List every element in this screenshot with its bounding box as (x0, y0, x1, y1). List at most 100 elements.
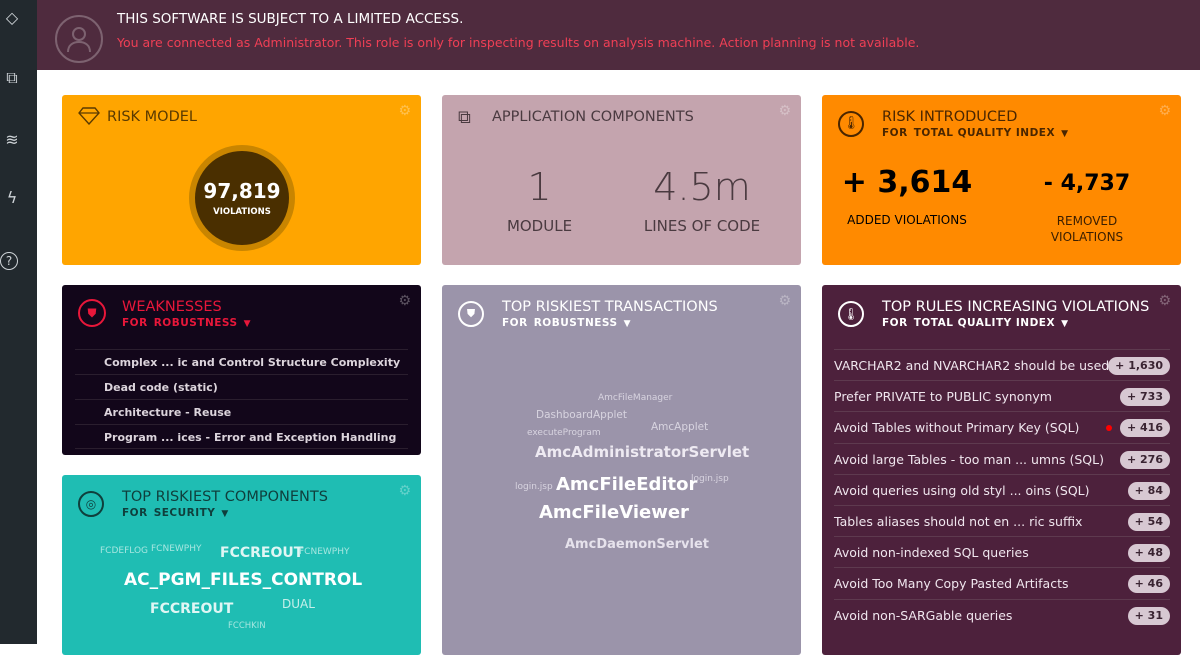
rule-count-badge: + 31 (1127, 606, 1170, 625)
cloud-word[interactable]: FCCHKIN (228, 621, 266, 631)
cloud-word[interactable]: login.jsp (515, 482, 553, 492)
card-title: TOP RISKIEST TRANSACTIONS (502, 299, 718, 315)
removed-count: - 4,737 (1043, 171, 1131, 196)
banner-message: You are connected as Administrator. This… (117, 35, 920, 50)
rule-name: Avoid large Tables - too man ... umns (S… (834, 451, 1104, 467)
gear-icon[interactable]: ⚙ (398, 483, 411, 499)
rule-name: Avoid queries using old styl ... oins (S… (834, 482, 1090, 498)
cloud-word[interactable]: AmcFileManager (598, 393, 673, 403)
top-rules-card: 🌡 TOP RULES INCREASING VIOLATIONS FOR TOT… (822, 285, 1181, 655)
riskiest-components-card: ◎ TOP RISKIEST COMPONENTS FOR SECURITY ▼ ⚙… (62, 475, 421, 655)
caret-down-icon: ▼ (221, 509, 229, 519)
rule-name: Prefer PRIVATE to PUBLIC synonym (834, 389, 1052, 405)
gear-icon[interactable]: ⚙ (1158, 293, 1171, 309)
cloud-word[interactable]: AmcDaemonServlet (565, 537, 709, 552)
health-factor-selector[interactable]: FOR ROBUSTNESS ▼ (122, 317, 251, 329)
cloud-word[interactable]: FCDEFLOG (100, 546, 149, 556)
access-banner: THIS SOFTWARE IS SUBJECT TO A LIMITED AC… (37, 0, 1200, 70)
card-title: TOP RISKIEST COMPONENTS (122, 489, 328, 505)
gear-icon[interactable]: ⚙ (398, 103, 411, 119)
diamond-icon[interactable]: ◇ (5, 8, 19, 27)
weakness-item[interactable]: Program ... ices - Error and Exception H… (75, 424, 408, 449)
sidebar: ◇ ⧉ ≋ ϟ ? (0, 0, 37, 644)
gear-icon[interactable]: ⚙ (398, 293, 411, 309)
cloud-word[interactable]: AmcApplet (651, 421, 709, 433)
card-title: RISK INTRODUCED (882, 109, 1018, 125)
added-count: + 3,614 (841, 165, 973, 200)
rule-row[interactable]: Avoid Too Many Copy Pasted Artifacts + 46 (834, 567, 1170, 598)
for-label: FOR (122, 317, 148, 329)
violations-label: VIOLATIONS (213, 207, 271, 217)
cloud-word[interactable]: AmcAdministratorServlet (535, 443, 750, 461)
layers-icon: ⧉ (458, 107, 471, 128)
for-label: FOR (502, 317, 528, 329)
weakness-item[interactable]: Dead code (static) (75, 374, 408, 399)
gear-icon[interactable]: ⚙ (778, 293, 791, 309)
rule-count-badge: + 48 (1127, 544, 1170, 563)
loc-label: LINES OF CODE (643, 217, 761, 235)
added-label: ADDED VIOLATIONS (847, 213, 967, 227)
rule-count-badge: + 733 (1119, 388, 1170, 407)
card-title: WEAKNESSES (122, 299, 222, 315)
cloud-word[interactable]: executeProgram (527, 428, 601, 438)
caret-down-icon: ▼ (1061, 319, 1069, 329)
selector-value: TOTAL QUALITY INDEX (913, 127, 1056, 139)
for-label: FOR (122, 507, 148, 519)
quality-selector[interactable]: FOR TOTAL QUALITY INDEX ▼ (882, 317, 1068, 329)
rule-row[interactable]: VARCHAR2 and NVARCHAR2 should be used + 1… (834, 349, 1170, 380)
caret-down-icon: ▼ (243, 319, 251, 329)
cart-bolt-icon[interactable]: ϟ (6, 188, 18, 207)
cloud-word[interactable]: AmcFileViewer (539, 502, 689, 523)
layers-down-icon[interactable]: ≋ (5, 130, 19, 149)
rule-row[interactable]: Avoid large Tables - too man ... umns (S… (834, 442, 1170, 474)
loc-count: 4.5m (653, 165, 751, 209)
cloud-word[interactable]: AmcFileEditor (556, 474, 698, 495)
for-label: FOR (882, 317, 908, 329)
rule-name: Avoid Tables without Primary Key (SQL) (834, 420, 1080, 436)
rule-name: VARCHAR2 and NVARCHAR2 should be used (834, 358, 1110, 373)
weaknesses-card: ⛊ WEAKNESSES FOR ROBUSTNESS ▼ ⚙ Complex ..… (62, 285, 421, 455)
rule-count-badge: + 416 (1119, 419, 1170, 438)
caret-down-icon: ▼ (623, 319, 631, 329)
selector-value: TOTAL QUALITY INDEX (913, 317, 1056, 329)
health-factor-selector[interactable]: FOR SECURITY ▼ (122, 507, 229, 519)
weakness-item[interactable]: Complex ... ic and Control Structure Com… (75, 349, 408, 374)
riskiest-transactions-card: ⛊ TOP RISKIEST TRANSACTIONS FOR ROBUSTNES… (442, 285, 801, 655)
risk-introduced-card: 🌡 RISK INTRODUCED FOR TOTAL QUALITY INDEX… (822, 95, 1181, 265)
rule-count-badge: + 84 (1127, 481, 1170, 500)
violations-count: 97,819 (203, 179, 281, 203)
shield-icon: ⛊ (78, 299, 106, 327)
rule-row[interactable]: Prefer PRIVATE to PUBLIC synonym + 733 (834, 380, 1170, 411)
application-components-card: ⧉ APPLICATION COMPONENTS ⚙ 1 MODULE 4.5m… (442, 95, 801, 265)
rule-row[interactable]: Avoid Tables without Primary Key (SQL) + … (834, 411, 1170, 442)
cloud-word[interactable]: login.jsp (691, 474, 729, 484)
cloud-word[interactable]: FCNEWPHY (151, 544, 202, 554)
card-title: RISK MODEL (107, 109, 198, 125)
rule-row[interactable]: Tables aliases should not en ... ric suf… (834, 504, 1170, 536)
gear-icon[interactable]: ⚙ (778, 103, 791, 119)
help-icon[interactable]: ? (0, 252, 18, 270)
cloud-word[interactable]: DUAL (282, 597, 315, 611)
cloud-word[interactable]: DashboardApplet (536, 409, 627, 421)
selector-value: ROBUSTNESS (153, 317, 238, 329)
layers-icon[interactable]: ⧉ (6, 68, 18, 87)
diamond-icon (78, 107, 100, 129)
selector-value: SECURITY (153, 507, 216, 519)
cloud-word[interactable]: FCNEWPHY (299, 547, 350, 557)
rule-row[interactable]: Avoid non-SARGable queries + 31 (834, 598, 1170, 630)
module-label: MODULE (506, 217, 573, 235)
user-avatar-icon (55, 15, 103, 63)
rule-row[interactable]: Avoid queries using old styl ... oins (S… (834, 473, 1170, 505)
rule-name: Avoid Too Many Copy Pasted Artifacts (834, 576, 1069, 592)
weakness-item[interactable]: Architecture - Reuse (75, 399, 408, 424)
cloud-word[interactable]: AC_PGM_FILES_CONTROL (124, 570, 363, 590)
gear-icon[interactable]: ⚙ (1158, 103, 1171, 119)
rule-count-badge: + 276 (1119, 450, 1170, 469)
critical-dot-icon (1106, 425, 1112, 432)
cloud-word[interactable]: FCCREOUT (150, 601, 234, 617)
health-factor-selector[interactable]: FOR ROBUSTNESS ▼ (502, 317, 631, 329)
quality-selector[interactable]: FOR TOTAL QUALITY INDEX ▼ (882, 127, 1068, 139)
cloud-word[interactable]: FCCREOUT (220, 545, 304, 561)
violations-circle[interactable]: 97,819 VIOLATIONS (189, 145, 295, 251)
rule-row[interactable]: Avoid non-indexed SQL queries + 48 (834, 536, 1170, 567)
